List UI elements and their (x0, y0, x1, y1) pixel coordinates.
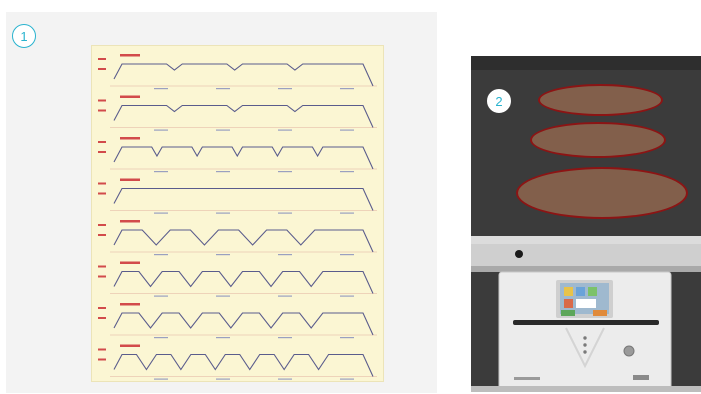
profile-row-title-3 (120, 137, 140, 140)
profile-row-tick-4-2 (216, 212, 230, 214)
profile-row-tick-4-1 (154, 212, 168, 214)
profile-row-tick-3-1 (154, 171, 168, 173)
profile-row-title-5 (120, 220, 140, 223)
profile-row-line-3 (113, 146, 374, 170)
profile-row-tick-7-2 (216, 337, 230, 339)
device-photo-illustration (471, 56, 701, 392)
device-photo (471, 56, 701, 392)
profile-row-axis-top-7 (98, 307, 106, 309)
profile-row-tick-6-2 (216, 295, 230, 297)
profile-row-axis-mid-1 (98, 68, 106, 70)
profile-row-line-2 (113, 104, 374, 128)
profile-row-tick-6-1 (154, 295, 168, 297)
profile-row-title-2 (120, 95, 140, 98)
profile-row-axis-top-4 (98, 182, 106, 185)
profile-row-tick-7-4 (340, 337, 354, 339)
profile-row-axis-mid-3 (98, 151, 106, 153)
profile-row-tick-7-1 (154, 337, 168, 339)
profile-row-tick-8-4 (340, 378, 354, 380)
profile-row-line-8 (113, 353, 374, 377)
profile-row-axis-mid-8 (98, 358, 106, 361)
profile-row-line-6 (113, 270, 374, 294)
profile-row-line-7 (113, 312, 374, 336)
profile-row-axis-mid-4 (98, 192, 106, 195)
profile-row-axis-top-6 (98, 265, 106, 268)
profile-row-tick-1-1 (154, 88, 168, 90)
profile-row-tick-5-4 (340, 254, 354, 256)
profile-row-tick-2-4 (340, 129, 354, 131)
profile-row-tick-6-4 (340, 295, 354, 297)
profile-row-tick-2-3 (278, 129, 292, 131)
step-marker-1: 1 (12, 24, 36, 48)
profile-row-tick-8-1 (154, 378, 168, 380)
profile-row-tick-5-3 (278, 254, 292, 256)
profile-row-tick-3-2 (216, 171, 230, 173)
profile-row-tick-3-3 (278, 171, 292, 173)
profile-chart (98, 54, 377, 380)
profile-row-tick-7-3 (278, 337, 292, 339)
profile-row-axis-top-3 (98, 141, 106, 143)
profile-row-axis-top-5 (98, 224, 106, 226)
profile-row-tick-5-2 (216, 254, 230, 256)
profile-row-axis-top-1 (98, 58, 106, 60)
profile-row-axis-top-2 (98, 99, 106, 102)
profile-row-tick-2-2 (216, 129, 230, 131)
profile-row-axis-mid-7 (98, 317, 106, 319)
card-slot (513, 320, 659, 325)
temperature-profile-sheet (91, 45, 384, 382)
profile-row-tick-4-4 (340, 212, 354, 214)
profile-row-line-4 (113, 187, 374, 211)
profile-row-line-1 (113, 63, 374, 87)
profile-row-tick-6-3 (278, 295, 292, 297)
profile-row-line-5 (113, 229, 374, 253)
profile-row-axis-mid-2 (98, 109, 106, 112)
profile-row-tick-1-4 (340, 88, 354, 90)
profile-row-tick-2-1 (154, 129, 168, 131)
profile-row-tick-1-3 (278, 88, 292, 90)
profile-row-axis-mid-5 (98, 234, 106, 236)
tray-highlight-top (538, 84, 663, 116)
profile-row-title-1 (120, 54, 140, 57)
profile-row-title-6 (120, 261, 140, 264)
tray-highlight-bottom (516, 167, 688, 219)
profile-row-tick-8-3 (278, 378, 292, 380)
profile-row-tick-8-2 (216, 378, 230, 380)
profile-row-tick-4-3 (278, 212, 292, 214)
sensor-dot (515, 250, 523, 258)
profile-row-tick-5-1 (154, 254, 168, 256)
profile-row-title-8 (120, 344, 140, 347)
profile-row-title-7 (120, 303, 140, 306)
profile-row-title-4 (120, 178, 140, 181)
profile-row-tick-3-4 (340, 171, 354, 173)
tray-highlight-middle (530, 122, 666, 158)
profile-row-tick-1-2 (216, 88, 230, 90)
profile-row-axis-top-8 (98, 348, 106, 351)
step-marker-2: 2 (487, 89, 511, 113)
profile-row-axis-mid-6 (98, 275, 106, 278)
